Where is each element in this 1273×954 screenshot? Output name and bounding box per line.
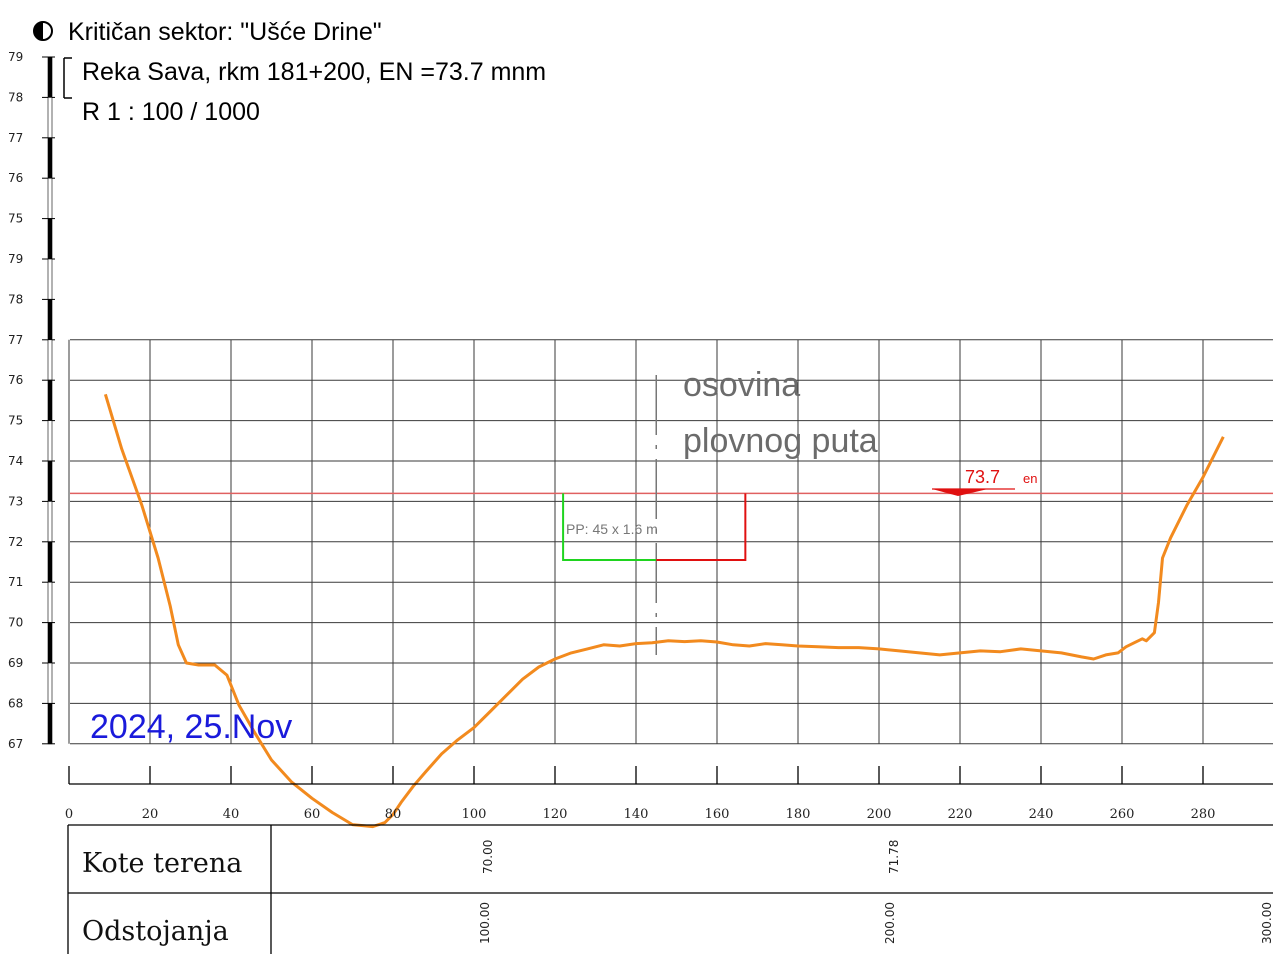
axis-label-line1: osovina (683, 366, 800, 404)
x-tick-label: 100 (462, 807, 487, 822)
y-tick-label: 70 (8, 616, 23, 630)
y-tick-label: 73 (8, 494, 23, 508)
profile-line (103, 393, 1225, 829)
navigation-axis: osovina plovnog puta (655, 366, 878, 655)
y-tick-label: 76 (8, 171, 23, 185)
pp-red-half (656, 493, 747, 561)
x-tick-label: 160 (705, 807, 730, 822)
y-tick-label: 67 (8, 737, 23, 751)
y-tick-label: 77 (8, 131, 23, 145)
chart-scale: R 1 : 100 / 1000 (82, 98, 260, 126)
chart-subtitle: Reka Sava, rkm 181+200, EN =73.7 mnm (82, 58, 546, 86)
en-level: 73.7 en (70, 467, 1273, 496)
x-tick-label: 280 (1191, 807, 1216, 822)
y-scale-bar (47, 177, 53, 219)
moon-icon (33, 21, 53, 41)
x-tick-label: 80 (385, 807, 402, 822)
y-tick-label: 75 (8, 414, 23, 428)
table-row1-label: Kote terena (82, 848, 242, 879)
y-scale-bar (47, 703, 53, 745)
kote-value-2: 71.78 (887, 840, 901, 874)
y-tick-label: 68 (8, 696, 23, 710)
x-tick-label: 180 (786, 807, 811, 822)
x-tick-label: 120 (543, 807, 568, 822)
y-scale-bar (47, 622, 53, 664)
y-scale-bar (47, 460, 53, 502)
y-tick-label: 74 (8, 454, 23, 468)
odstojanja-value-1: 100.00 (478, 902, 492, 944)
y-scale-bar (47, 137, 53, 179)
x-tick-label: 60 (304, 807, 321, 822)
y-tick-label: 79 (8, 50, 23, 64)
y-scale-bar (47, 97, 53, 139)
x-tick-label: 200 (867, 807, 892, 822)
x-tick-label: 220 (948, 807, 973, 822)
y-scale-bar (47, 56, 53, 98)
y-scale-bar (47, 258, 53, 300)
y-scale-bar (47, 662, 53, 704)
x-tick-label: 0 (65, 807, 73, 822)
x-tick-label: 20 (142, 807, 159, 822)
y-axis: 79 78 77 76 75 79 78 77 76 75 74 73 72 71 70 69 68 67 (8, 50, 55, 751)
y-tick-label: 69 (8, 656, 23, 670)
x-tick-label: 40 (223, 807, 240, 822)
chart-title: Kritičan sektor: "Ušće Drine" (68, 18, 382, 46)
y-tick-label: 76 (8, 373, 23, 387)
y-tick-label: 77 (8, 333, 23, 347)
pp-label: PP: 45 x 1.6 m (566, 521, 658, 537)
y-tick-label: 71 (8, 575, 23, 589)
date-label: 2024, 25.Nov (90, 708, 292, 746)
odstojanja-value-2: 200.00 (883, 902, 897, 944)
y-tick-label: 72 (8, 535, 23, 549)
y-scale-bar (47, 541, 53, 583)
x-tick-label: 260 (1110, 807, 1135, 822)
y-scale-bar (47, 379, 53, 421)
en-value-label: 73.7 (965, 467, 1000, 487)
pp-box (562, 493, 747, 561)
y-tick-label: 78 (8, 292, 23, 306)
y-scale-bar (47, 420, 53, 462)
x-axis: 0 20 40 60 80 100 120 140 160 180 200 220 240 260 280 (65, 766, 1273, 822)
y-scale-bar (47, 501, 53, 543)
y-scale-bar (47, 218, 53, 260)
kote-value-1: 70.00 (481, 840, 495, 874)
y-tick-label: 75 (8, 212, 23, 226)
y-scale-bar (47, 581, 53, 623)
x-tick-label: 140 (624, 807, 649, 822)
header-bracket (63, 57, 72, 99)
en-suffix-label: en (1023, 471, 1037, 486)
grid (68, 339, 1273, 745)
level-arrow-icon (932, 489, 988, 496)
table-row2-label: Odstojanja (82, 916, 229, 947)
y-scale-bar (47, 299, 53, 341)
y-tick-label: 78 (8, 90, 23, 104)
pp-green-half (562, 493, 657, 561)
axis-label-line2: plovnog puta (683, 422, 878, 460)
odstojanja-value-3: 300.00 (1260, 902, 1273, 944)
y-tick-label: 79 (8, 252, 23, 266)
data-table: Kote terena Odstojanja 70.00 71.78 100.0… (67, 824, 1273, 954)
y-scale-bar (47, 339, 53, 381)
x-tick-label: 240 (1029, 807, 1054, 822)
